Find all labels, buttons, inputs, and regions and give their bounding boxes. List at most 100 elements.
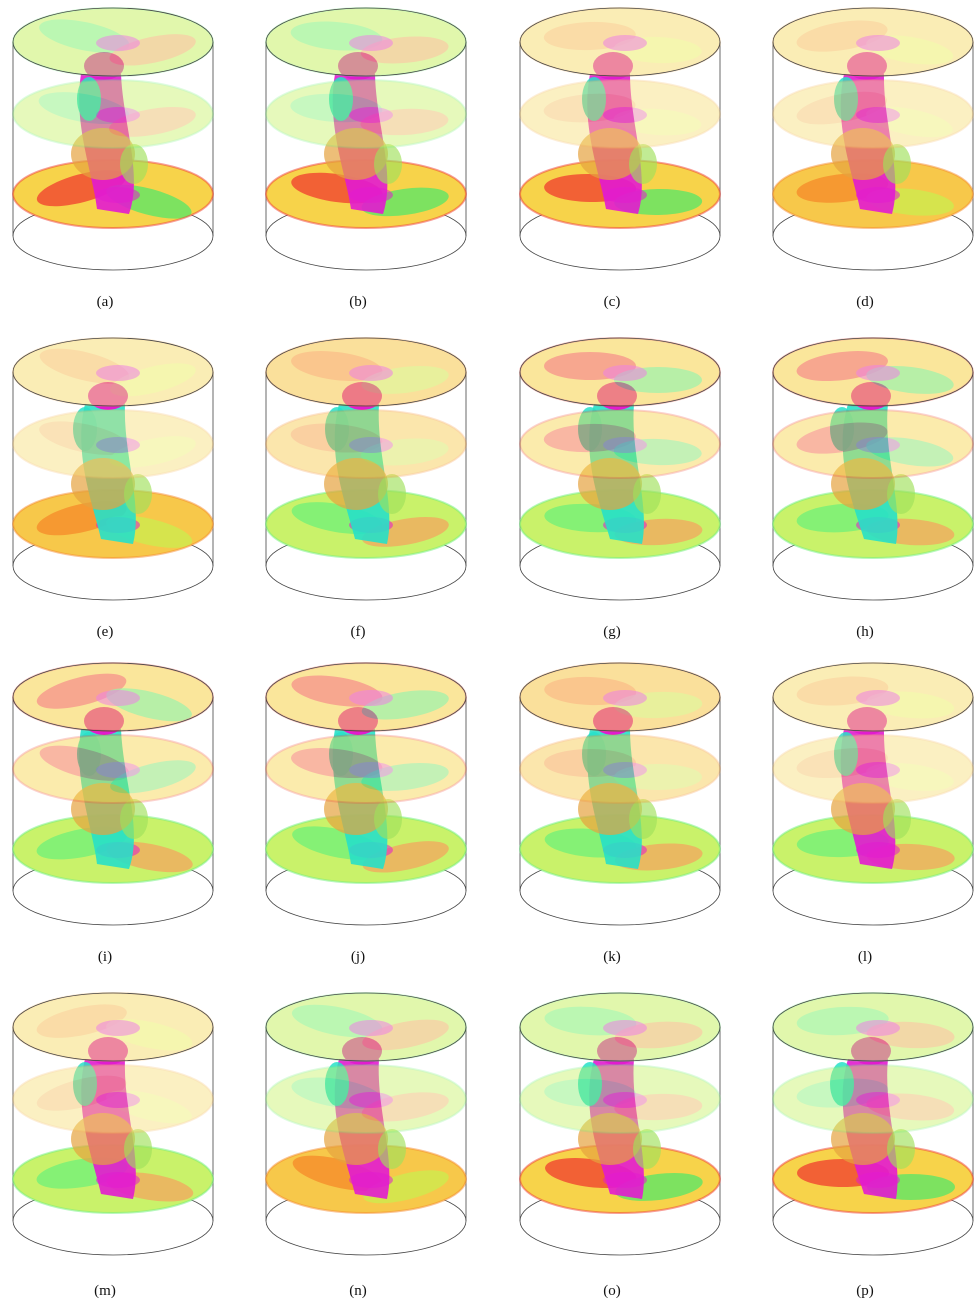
figure-panel: (b) <box>253 0 496 324</box>
figure-panel: (j) <box>253 655 496 979</box>
middle-slice-band-a <box>544 749 636 777</box>
cylinder-top-rim <box>12 7 214 77</box>
vortex-side-lobe <box>578 407 602 451</box>
cylinder-top-rim <box>772 7 974 77</box>
vortex-translucent-blob <box>324 1113 388 1165</box>
vortex-translucent-blob <box>831 458 895 510</box>
figure-panel: (g) <box>507 330 750 654</box>
top-slice-core <box>856 1020 900 1036</box>
middle-slice-surface <box>13 410 213 478</box>
top-slice-band-a <box>290 21 383 51</box>
figure-panel: (n) <box>253 985 496 1309</box>
vortex-translucent-lobe <box>378 1129 406 1169</box>
vortex-translucent-lobe <box>887 474 915 514</box>
middle-slice-core <box>96 762 140 778</box>
middle-slice-band-a <box>290 423 383 453</box>
middle-slice-rim <box>265 1064 467 1134</box>
middle-slice-band-b <box>613 438 702 466</box>
cylinder-top-rim <box>265 992 467 1062</box>
vortex-translucent-lobe <box>883 799 911 839</box>
panel-render <box>519 662 721 926</box>
top-slice-core <box>603 35 647 51</box>
figure-panel: (i) <box>0 655 243 979</box>
middle-slice-rim <box>772 734 974 804</box>
middle-slice-rim <box>12 79 214 149</box>
top-slice-core <box>856 35 900 51</box>
vortex-translucent-blob <box>71 458 135 510</box>
top-slice-surface <box>773 338 973 406</box>
top-slice <box>265 7 467 77</box>
top-slice-band-a <box>39 19 130 53</box>
middle-slice-band-a <box>38 92 130 125</box>
cylinder-top-rim <box>772 662 974 732</box>
middle-slice-band-a <box>39 745 130 781</box>
top-slice <box>12 662 214 732</box>
middle-slice-band-a <box>796 422 888 454</box>
figure-panel: (k) <box>507 655 750 979</box>
middle-slice <box>12 409 214 479</box>
top-slice-band-b <box>109 34 196 66</box>
vortex-translucent-lobe <box>120 144 148 184</box>
panel-render <box>519 337 721 601</box>
middle-slice-band-b <box>361 762 449 791</box>
top-slice-surface <box>266 8 466 76</box>
vortex-translucent-blob <box>71 783 135 835</box>
vortex-side-lobe <box>582 77 606 121</box>
middle-slice <box>12 1064 214 1134</box>
vortex-translucent-blob <box>831 128 895 180</box>
middle-slice-band-a <box>543 93 636 123</box>
top-slice-surface <box>13 993 213 1061</box>
figure-panel: (f) <box>253 330 496 654</box>
top-slice-core <box>96 1020 140 1036</box>
vortex-side-lobe <box>77 732 101 776</box>
vortex-side-lobe <box>77 77 101 121</box>
panel-render <box>772 7 974 271</box>
top-slice-band-b <box>614 1021 703 1049</box>
middle-slice-surface <box>520 80 720 148</box>
middle-slice-band-a <box>36 1075 127 1111</box>
top-slice-band-b <box>360 36 449 64</box>
middle-slice <box>12 734 214 804</box>
middle-slice-band-a <box>796 91 888 125</box>
middle-slice-surface <box>520 1065 720 1133</box>
middle-slice-band-b <box>614 764 702 790</box>
panel-render <box>12 7 214 271</box>
top-slice-core <box>856 365 900 381</box>
top-slice <box>772 662 974 732</box>
top-slice <box>12 992 214 1062</box>
middle-slice-band-a <box>290 93 383 123</box>
panel-render <box>265 662 467 926</box>
top-slice-band-b <box>106 688 192 722</box>
panel-caption: (j) <box>350 949 366 965</box>
panel-render <box>772 662 974 926</box>
cylinder-top-rim <box>519 337 721 407</box>
panel-caption: (c) <box>603 294 621 310</box>
middle-slice-band-b <box>110 760 196 794</box>
top-slice-surface <box>266 338 466 406</box>
middle-slice <box>519 79 721 149</box>
middle-slice-band-b <box>361 1092 449 1122</box>
middle-slice <box>772 79 974 149</box>
top-slice-band-a <box>544 1006 637 1036</box>
panel-render <box>772 992 974 1256</box>
top-slice <box>519 662 721 732</box>
top-slice-band-b <box>614 691 703 719</box>
middle-slice-rim <box>12 409 214 479</box>
middle-slice-core <box>349 762 393 778</box>
top-slice-band-b <box>866 1021 955 1049</box>
middle-slice-core <box>603 437 647 453</box>
vortex-side-lobe <box>325 407 349 451</box>
top-slice <box>772 992 974 1062</box>
middle-slice-core <box>96 437 140 453</box>
middle-slice-band-a <box>796 1078 889 1108</box>
vortex-side-lobe <box>834 732 858 776</box>
vortex-side-lobe <box>73 407 97 451</box>
top-slice-band-b <box>614 367 702 393</box>
top-slice-band-b <box>110 363 196 397</box>
middle-slice-core <box>603 1092 647 1108</box>
vortex-translucent-blob <box>578 1113 642 1165</box>
cylinder-top-rim <box>265 337 467 407</box>
middle-slice-band-a <box>796 748 888 779</box>
panel-caption: (p) <box>856 1283 874 1299</box>
cylinder-top-rim <box>12 337 214 407</box>
